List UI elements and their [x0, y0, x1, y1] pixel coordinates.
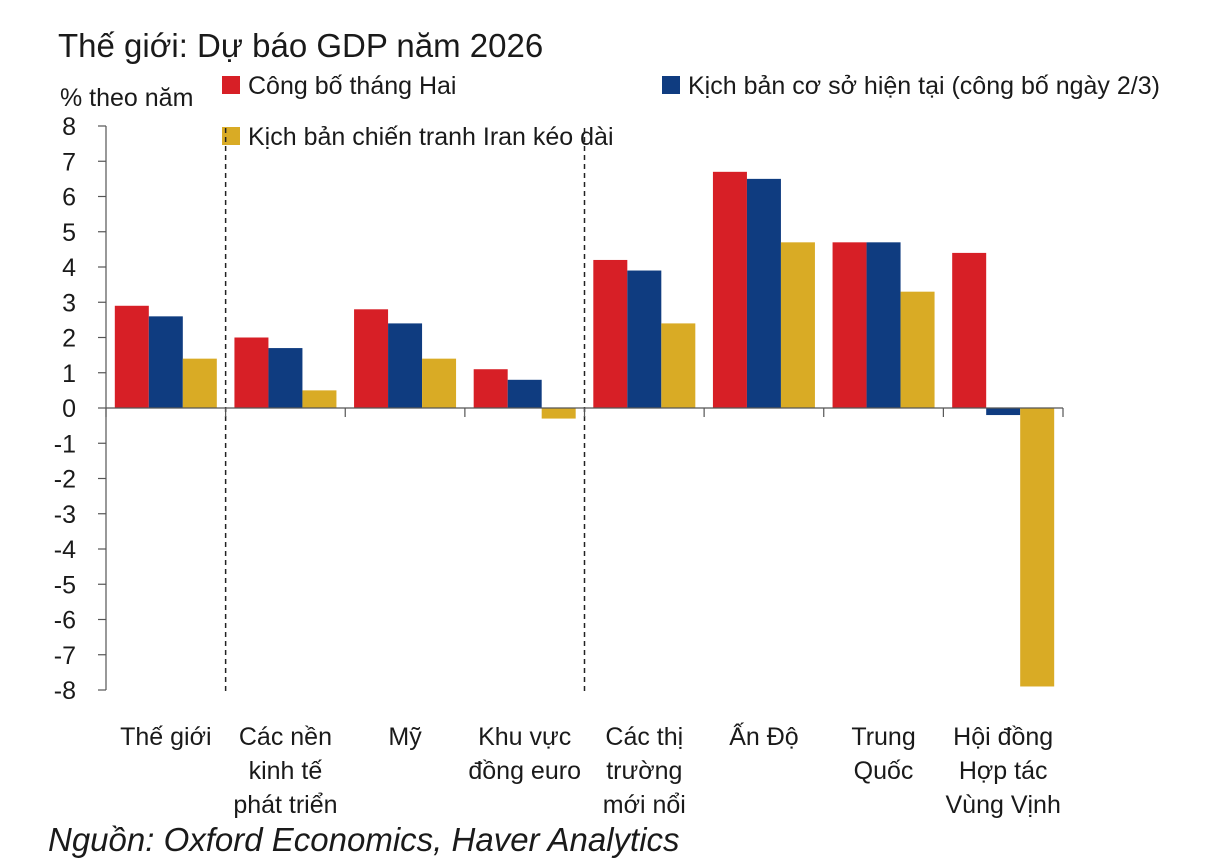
y-tick-label: 5 [62, 219, 76, 247]
bar [900, 291, 935, 408]
category-label: trường [606, 757, 682, 785]
legend-swatch [222, 76, 240, 94]
bar [541, 408, 576, 419]
y-tick-label: -1 [54, 430, 76, 458]
legend: Công bố tháng Hai Kịch bản cơ sở hiện tại… [222, 72, 1160, 151]
y-tick-label: -2 [54, 466, 76, 494]
bar [114, 305, 149, 408]
y-tick-label: 4 [62, 254, 76, 282]
category-labels: Thế giới Các nền kinh tế phát triển Mỹ Khu vự… [120, 722, 1061, 819]
axes-group: 8 7 6 5 4 3 2 1 0 -1 -2 -3 -4 -5 -6 -7 -8 [54, 113, 1064, 705]
y-tick-label: 6 [62, 184, 76, 212]
bar [661, 323, 696, 408]
legend-swatch [222, 127, 240, 145]
bar [952, 252, 987, 408]
bar [593, 259, 628, 408]
y-tick-label: 1 [62, 360, 76, 388]
bar [422, 358, 457, 408]
legend-swatch [662, 76, 680, 94]
legend-label: Kịch bản chiến tranh Iran kéo dài [248, 123, 614, 151]
bar [712, 171, 747, 408]
bar [746, 178, 781, 408]
category-label: Hội đồng [953, 723, 1053, 751]
category-label: Hợp tác [959, 757, 1048, 785]
legend-label: Công bố tháng Hai [248, 72, 456, 100]
bars-group [114, 171, 1055, 687]
bar [1020, 408, 1055, 687]
y-tick-label: -6 [54, 607, 76, 635]
category-label: kinh tế [249, 757, 323, 785]
category-label: Khu vực [478, 723, 571, 751]
y-tick-label: 7 [62, 148, 76, 176]
category-label: đồng euro [468, 757, 581, 785]
bar [507, 379, 542, 408]
y-tick-label: -8 [54, 677, 76, 705]
category-label: Các nền [239, 723, 332, 751]
separators-group [224, 128, 586, 694]
y-tick-label: 0 [62, 395, 76, 423]
bar [182, 358, 217, 408]
legend-label: Kịch bản cơ sở hiện tại (công bố ngày 2/… [688, 72, 1160, 100]
category-label: Các thị [605, 723, 683, 751]
bar [354, 309, 389, 408]
bar [986, 408, 1021, 416]
y-tick-label: -5 [54, 571, 76, 599]
bar [473, 369, 508, 408]
category-label: Vùng Vịnh [946, 791, 1061, 819]
y-tick-label: 2 [62, 325, 76, 353]
bar [780, 242, 815, 408]
bar [832, 242, 867, 408]
bar [866, 242, 901, 408]
y-axis-label: % theo năm [60, 84, 193, 112]
y-tick-label: -3 [54, 501, 76, 529]
chart-title: Thế giới: Dự báo GDP năm 2026 [58, 27, 543, 64]
category-label: Thế giới [120, 723, 211, 751]
bar [268, 348, 303, 408]
source-note: Nguồn: Oxford Economics, Haver Analytics [48, 821, 680, 858]
y-tick-label: -7 [54, 642, 76, 670]
bar [148, 316, 183, 408]
category-label: phát triển [233, 791, 337, 819]
y-tick-label: 3 [62, 289, 76, 317]
y-tick-label: 8 [62, 113, 76, 141]
category-label: Quốc [854, 757, 914, 785]
category-label: mới nổi [603, 791, 686, 819]
y-tick-label: -4 [54, 536, 76, 564]
bar [627, 270, 662, 408]
category-label: Ấn Độ [729, 722, 798, 751]
category-label: Trung [851, 723, 915, 751]
bar [234, 337, 269, 408]
bar [388, 323, 423, 408]
bar [302, 390, 337, 408]
category-label: Mỹ [388, 723, 422, 751]
